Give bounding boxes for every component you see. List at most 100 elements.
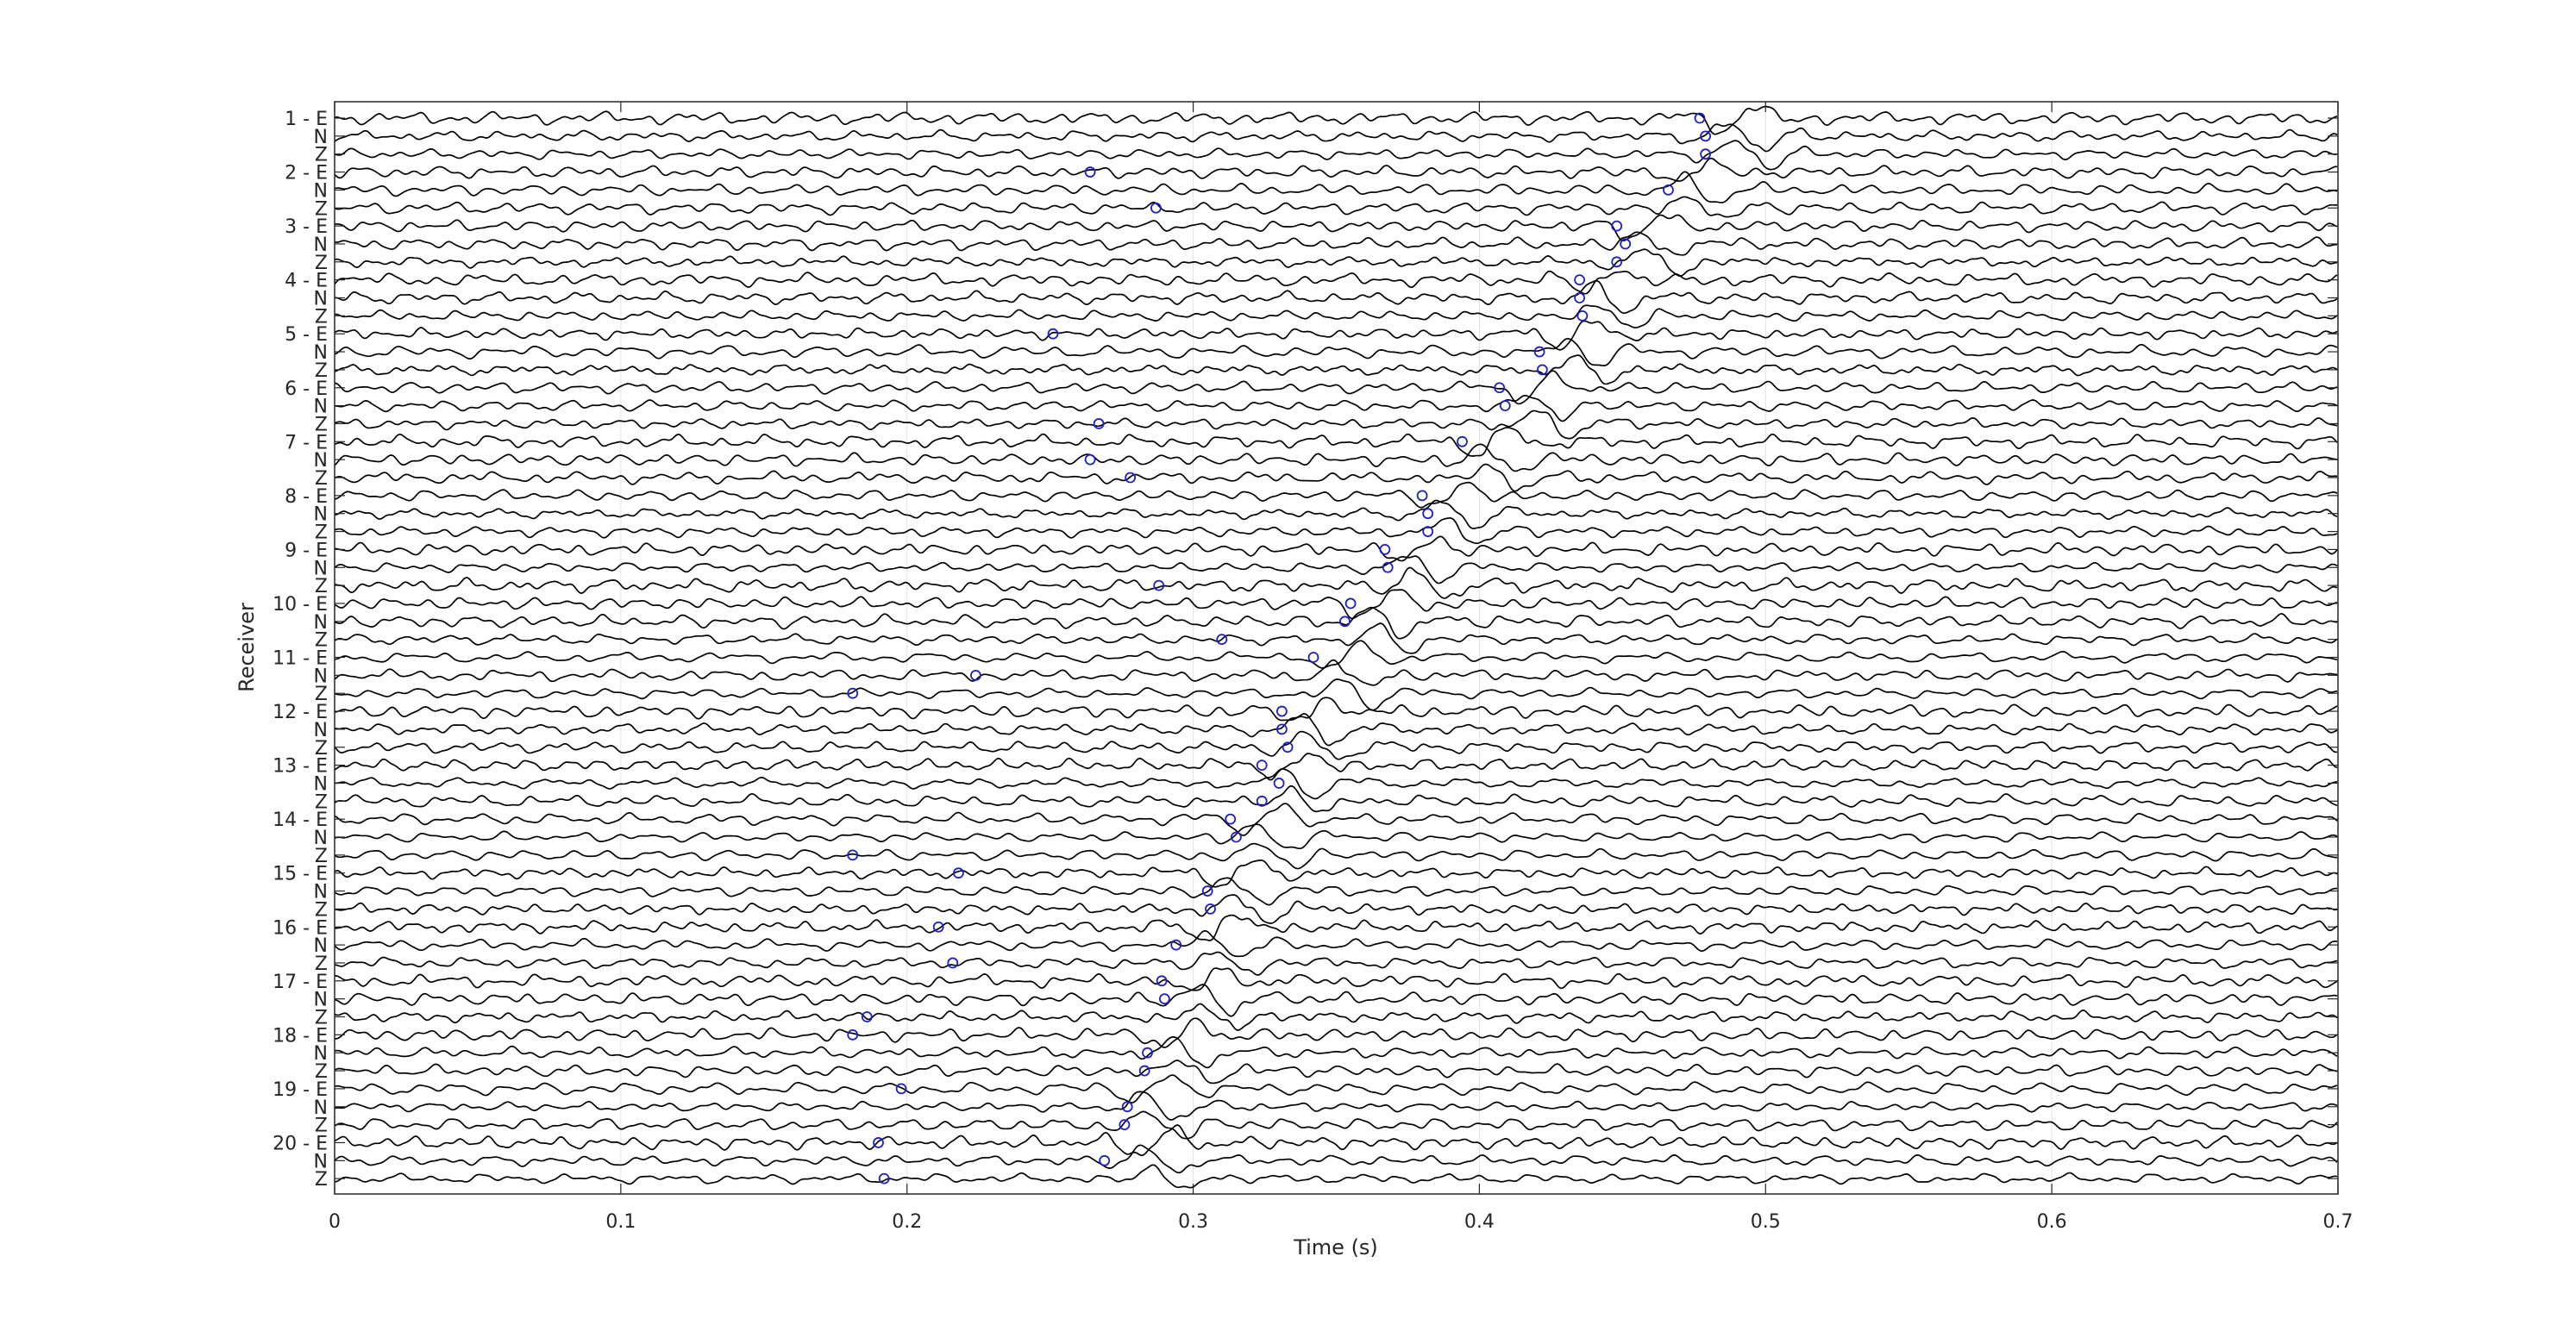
- y-tick-label: 15 - E: [273, 864, 328, 885]
- trace-line: [334, 730, 2338, 760]
- y-tick-label: Z: [315, 145, 328, 166]
- trace-line: [334, 914, 2338, 941]
- y-tick-label: N: [314, 935, 328, 957]
- y-tick-label: 10 - E: [273, 594, 328, 616]
- pick-marker: [1047, 328, 1059, 340]
- y-tick-label: N: [314, 773, 328, 795]
- trace-line: [334, 463, 2338, 492]
- y-tick-label: Z: [315, 253, 328, 274]
- pick-marker: [1533, 346, 1545, 358]
- pick-marker: [1379, 544, 1391, 555]
- pick-marker: [847, 687, 859, 699]
- trace-line: [334, 231, 2338, 256]
- y-tick-label: N: [314, 450, 328, 472]
- pick-marker: [873, 1137, 884, 1148]
- y-tick-label: N: [314, 1097, 328, 1119]
- trace-line: [334, 929, 2338, 958]
- trace-line: [334, 697, 2338, 722]
- y-tick-label: N: [314, 180, 328, 202]
- y-tick-label: 13 - E: [273, 756, 328, 778]
- y-tick-label: Z: [315, 899, 328, 921]
- y-tick-label: N: [314, 289, 328, 310]
- y-tick-label: 16 - E: [273, 917, 328, 939]
- pick-marker: [1576, 309, 1589, 322]
- trace-line: [334, 171, 2338, 203]
- pick-marker: [1138, 1065, 1150, 1077]
- y-tick-label: Z: [315, 198, 328, 220]
- pick-marker: [1574, 274, 1585, 286]
- y-tick-label: Z: [315, 414, 328, 435]
- y-tick-label: 11 - E: [273, 648, 328, 670]
- pick-marker: [1119, 1119, 1131, 1130]
- y-tick-label: Z: [315, 791, 328, 813]
- trace-line: [334, 499, 2338, 529]
- pick-marker: [1153, 579, 1165, 591]
- y-tick-label: N: [314, 990, 328, 1011]
- y-tick-label: 8 - E: [285, 486, 328, 508]
- pick-marker: [847, 849, 859, 861]
- trace-line: [334, 589, 2338, 620]
- trace-line: [334, 1164, 2338, 1189]
- y-tick-label: Z: [315, 1169, 328, 1191]
- trace-line: [334, 427, 2338, 457]
- trace-line: [334, 354, 2338, 385]
- trace-line: [334, 1091, 2338, 1121]
- pick-marker: [1344, 597, 1357, 609]
- pick-marker: [1537, 364, 1548, 376]
- trace-layer: [334, 105, 2338, 1189]
- y-tick-label: N: [314, 1043, 328, 1065]
- pick-marker: [953, 867, 964, 879]
- pick-marker: [1170, 939, 1182, 951]
- trace-line: [334, 622, 2338, 654]
- pick-marker: [1125, 472, 1136, 484]
- pick-marker: [895, 1083, 907, 1095]
- trace-line: [334, 1110, 2338, 1140]
- y-tick-label: Z: [315, 576, 328, 597]
- trace-line: [334, 823, 2338, 850]
- trace-line: [334, 842, 2338, 870]
- y-tick-label: 18 - E: [273, 1025, 328, 1047]
- pick-marker: [1156, 975, 1168, 987]
- x-tick-label: 0.3: [1178, 1211, 1208, 1233]
- trace-line: [334, 803, 2338, 836]
- pick-marker: [1611, 256, 1623, 268]
- trace-line: [334, 555, 2338, 584]
- trace-line: [334, 443, 2338, 472]
- pick-marker: [861, 1011, 873, 1022]
- trace-line: [334, 768, 2338, 800]
- trace-line: [334, 248, 2338, 278]
- pick-marker: [1416, 490, 1428, 502]
- x-tick-label: 0.7: [2323, 1211, 2353, 1233]
- y-tick-label: 2 - E: [285, 163, 328, 184]
- y-tick-label: N: [314, 558, 328, 579]
- pick-marker: [1574, 292, 1585, 303]
- y-tick-label: Z: [315, 1061, 328, 1083]
- y-axis-label: Receiver: [235, 603, 259, 692]
- pick-marker: [1694, 112, 1706, 124]
- trace-line: [334, 1036, 2338, 1069]
- trace-line: [334, 566, 2338, 599]
- pick-marker: [1339, 616, 1351, 628]
- pick-layer: [847, 112, 1711, 1185]
- pick-marker: [1276, 705, 1288, 717]
- trace-line: [334, 481, 2338, 509]
- y-tick-label: 7 - E: [285, 432, 328, 453]
- trace-line: [334, 320, 2338, 351]
- y-tick-label: N: [314, 612, 328, 634]
- pick-marker: [1093, 418, 1105, 429]
- trace-line: [334, 951, 2338, 976]
- pick-marker: [1256, 760, 1268, 771]
- trace-line: [334, 517, 2338, 545]
- trace-line: [334, 196, 2338, 218]
- pick-marker: [1099, 1154, 1111, 1166]
- y-tick-label: 9 - E: [285, 540, 328, 561]
- y-tick-label: N: [314, 720, 328, 741]
- pick-marker: [1084, 166, 1096, 178]
- pick-marker: [1276, 723, 1288, 735]
- x-axis: 0 0.1 0.2 0.3 0.4 0.5 0.6 0.7: [329, 102, 2353, 1233]
- pick-marker: [1663, 184, 1674, 196]
- y-tick-label: Z: [315, 738, 328, 760]
- pick-marker: [1205, 903, 1216, 915]
- trace-line: [334, 859, 2338, 888]
- pick-marker: [1142, 1047, 1153, 1059]
